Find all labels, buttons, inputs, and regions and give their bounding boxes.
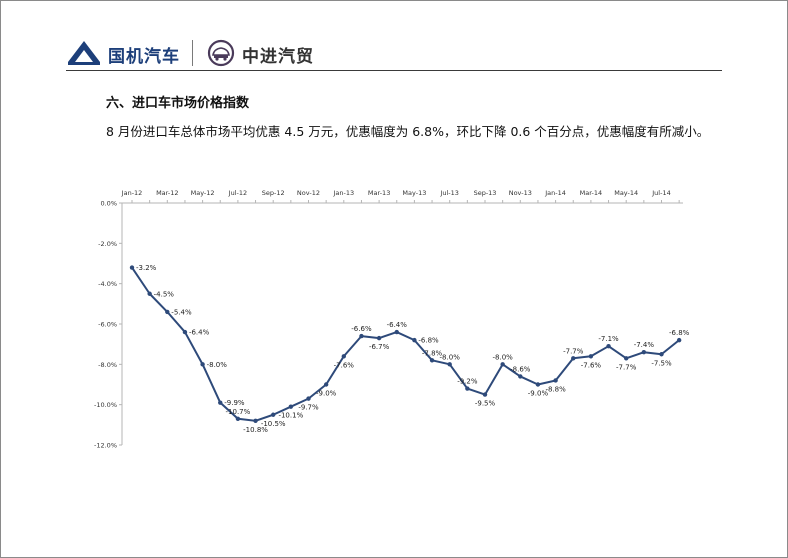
x-tick-label: May-14 (614, 189, 638, 197)
data-point (482, 392, 488, 397)
data-label: -6.7% (369, 343, 390, 351)
data-point (182, 329, 188, 335)
data-label: -10.1% (278, 412, 303, 420)
data-label: -8.6% (510, 365, 531, 373)
data-point (376, 335, 382, 341)
y-tick-label: 0.0% (100, 200, 117, 208)
data-point (624, 356, 629, 361)
data-label: -10.7% (226, 408, 251, 416)
data-label: -7.8% (422, 349, 443, 357)
x-tick-label: Jan-14 (544, 189, 566, 197)
brand-right: 中进汽贸 (242, 47, 314, 67)
data-label: -9.0% (316, 390, 337, 398)
y-tick-label: -10.0% (94, 401, 117, 409)
data-point (429, 358, 435, 363)
y-tick-label: -12.0% (94, 442, 117, 450)
data-point (165, 309, 170, 315)
x-tick-label: Jul-13 (439, 189, 458, 197)
data-label: -7.1% (598, 335, 619, 343)
data-point (676, 337, 682, 343)
x-tick-label: Jan-12 (121, 189, 143, 197)
data-point (412, 337, 417, 343)
data-label: -8.0% (207, 361, 228, 369)
data-label: -7.6% (334, 361, 355, 369)
x-tick-label: Nov-12 (297, 189, 320, 197)
data-point (588, 354, 594, 359)
brand-left: 国机汽车 (108, 47, 180, 67)
data-point (200, 362, 205, 367)
page-header: 国机汽车 中进汽贸 (66, 36, 722, 71)
data-point (359, 333, 364, 339)
x-tick-label: May-13 (402, 189, 426, 197)
data-label: -9.9% (224, 399, 245, 407)
data-label: -10.8% (243, 426, 268, 434)
data-point (341, 354, 346, 359)
data-point (465, 386, 470, 391)
section-paragraph: 8 月份进口车总体市场平均优惠 4.5 万元，优惠幅度为 6.8%，环比下降 0… (106, 124, 710, 139)
data-label: -8.8% (545, 385, 566, 393)
data-point (235, 416, 241, 421)
data-point (535, 382, 541, 387)
x-tick-label: Mar-12 (156, 189, 178, 197)
series-line (131, 266, 680, 422)
data-point (323, 382, 329, 387)
y-tick-label: -2.0% (98, 240, 117, 248)
x-tick-label: Sep-13 (474, 189, 497, 197)
data-label: -7.6% (581, 361, 602, 369)
data-point (306, 396, 311, 401)
mountain-logo-icon (66, 38, 102, 66)
section-title: 六、进口车市场价格指数 (106, 96, 250, 111)
data-label: -6.8% (418, 337, 439, 345)
data-label: -7.4% (634, 341, 655, 349)
data-label: -6.4% (387, 321, 408, 329)
data-point (147, 291, 152, 296)
data-point (288, 404, 294, 409)
y-tick-label: -6.0% (98, 321, 117, 329)
data-point (271, 412, 276, 417)
y-tick-label: -4.0% (98, 280, 117, 288)
data-label: -3.2% (136, 264, 157, 272)
x-tick-label: Mar-13 (368, 189, 390, 197)
data-label: -9.2% (457, 378, 478, 386)
data-point (500, 362, 505, 367)
data-label: -6.8% (669, 329, 690, 337)
data-point (553, 378, 558, 383)
data-label: -9.7% (298, 404, 319, 412)
x-tick-label: Jul-12 (228, 189, 247, 197)
data-label: -10.5% (261, 420, 286, 428)
data-label: -7.7% (563, 347, 584, 355)
y-tick-label: -8.0% (98, 361, 117, 369)
data-label: -7.5% (651, 359, 672, 367)
data-point (518, 374, 523, 379)
data-point (218, 400, 223, 405)
data-label: -9.5% (475, 400, 496, 408)
data-point (394, 329, 399, 335)
data-point (641, 350, 647, 355)
data-point (571, 356, 576, 361)
data-label: -6.4% (189, 329, 210, 337)
data-point (447, 362, 452, 367)
data-point (659, 352, 664, 357)
x-tick-label: Jul-14 (651, 189, 670, 197)
data-point (253, 418, 258, 423)
data-label: -8.0% (492, 353, 513, 361)
data-label: -7.7% (616, 363, 637, 371)
x-tick-label: Mar-14 (580, 189, 602, 197)
car-emblem-logo-icon (207, 39, 235, 67)
x-tick-label: Nov-13 (509, 189, 532, 197)
data-label: -5.4% (171, 308, 192, 316)
data-point (606, 343, 611, 349)
data-label: -4.5% (154, 290, 175, 298)
data-label: -8.0% (440, 353, 461, 361)
data-label: -9.0% (528, 390, 549, 398)
data-point (129, 265, 135, 270)
header-divider (192, 40, 193, 66)
x-tick-label: Sep-12 (262, 189, 285, 197)
data-label: -6.6% (351, 325, 372, 333)
x-tick-label: May-12 (191, 189, 215, 197)
x-tick-label: Jan-13 (332, 189, 354, 197)
